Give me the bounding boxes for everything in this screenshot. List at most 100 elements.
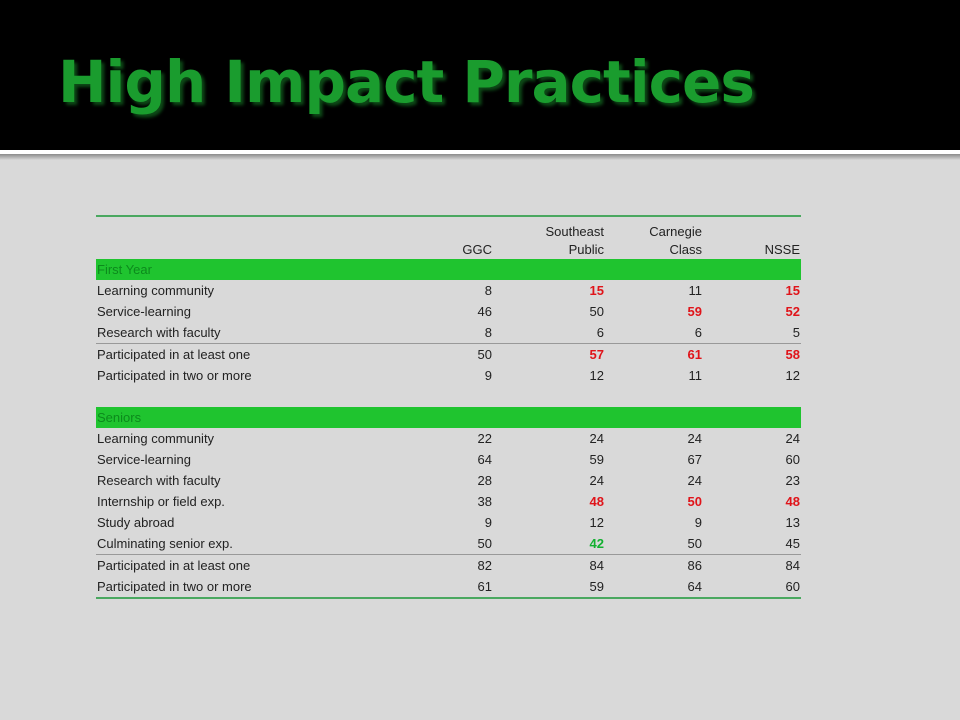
- table-row: Research with faculty 8 6 6 5: [96, 322, 801, 344]
- header-text: Carnegie: [649, 224, 702, 239]
- row-label: Research with faculty: [97, 473, 221, 488]
- row-value: 60: [703, 576, 801, 599]
- row-value: 64: [477, 452, 492, 467]
- row-value: 9: [484, 368, 492, 383]
- row-value: 24: [589, 431, 604, 446]
- row-value: 8: [484, 283, 492, 298]
- table-row: Participated in two or more 9 12 11 12: [96, 365, 801, 386]
- row-value: 50: [687, 494, 702, 509]
- row-value: 46: [477, 304, 492, 319]
- table-row: Participated in at least one 82 84 86 84: [96, 554, 801, 576]
- row-value: 59: [493, 576, 605, 599]
- row-value: 50: [589, 304, 604, 319]
- section-label: First Year: [96, 259, 395, 280]
- section-header-row: Seniors: [96, 407, 801, 428]
- header-text: Southeast: [545, 224, 604, 239]
- row-value: 22: [477, 431, 492, 446]
- header-text: NSSE: [764, 242, 800, 257]
- row-value: 60: [785, 452, 800, 467]
- row-label: Participated in two or more: [97, 368, 252, 383]
- row-value: 52: [785, 304, 800, 319]
- row-label: Participated in at least one: [96, 343, 395, 365]
- row-value: 24: [785, 431, 800, 446]
- row-label: Service-learning: [97, 304, 191, 319]
- divider-shadow: [0, 154, 960, 160]
- table-row: Service-learning 64 59 67 60: [96, 449, 801, 470]
- header-row: GGC Southeast Public Carnegie Class NSSE: [96, 216, 801, 259]
- header-text: Class: [669, 242, 702, 257]
- row-value: 13: [785, 515, 800, 530]
- row-label: Internship or field exp.: [97, 494, 225, 509]
- title-bar: High Impact Practices: [0, 0, 960, 150]
- row-value: 9: [694, 515, 702, 530]
- hip-table: GGC Southeast Public Carnegie Class NSSE F…: [96, 215, 801, 599]
- row-label: Learning community: [97, 431, 215, 446]
- row-value: 50: [477, 536, 492, 551]
- row-value: 28: [477, 473, 492, 488]
- row-label: Research with faculty: [97, 325, 221, 340]
- table-row: Study abroad 9 12 9 13: [96, 512, 801, 533]
- row-label: Participated in two or more: [96, 576, 395, 599]
- row-value: 11: [688, 283, 703, 298]
- row-label: Service-learning: [97, 452, 191, 467]
- table-row: Research with faculty 28 24 24 23: [96, 470, 801, 491]
- row-label: Participated in at least one: [96, 554, 395, 576]
- row-value: 45: [785, 536, 800, 551]
- table-row: Participated in two or more 61 59 64 60: [96, 576, 801, 599]
- header-southeast-public: Southeast Public: [493, 216, 605, 259]
- section-header-row: First Year: [96, 259, 801, 280]
- table-row: Learning community 8 15 11 15: [96, 280, 801, 301]
- header-label: [96, 216, 395, 259]
- row-value: 67: [687, 452, 702, 467]
- row-value: 59: [589, 452, 604, 467]
- row-value: 9: [484, 515, 492, 530]
- table-row: Service-learning 46 50 59 52: [96, 301, 801, 322]
- row-value: 24: [687, 473, 702, 488]
- row-value: 58: [703, 343, 801, 365]
- header-nsse: NSSE: [703, 216, 801, 259]
- row-value: 15: [589, 283, 604, 298]
- row-value: 50: [687, 536, 702, 551]
- row-value: 11: [688, 368, 703, 383]
- slide-title: High Impact Practices: [58, 48, 755, 116]
- row-value: 12: [589, 515, 604, 530]
- row-value: 84: [703, 554, 801, 576]
- row-value: 86: [605, 554, 703, 576]
- row-value: 82: [395, 554, 493, 576]
- title-divider: [0, 150, 960, 154]
- row-value: 38: [477, 494, 492, 509]
- row-value: 24: [687, 431, 702, 446]
- row-value: 61: [605, 343, 703, 365]
- row-value: 12: [785, 368, 800, 383]
- spacer-row: [96, 386, 801, 407]
- row-value: 50: [395, 343, 493, 365]
- header-ggc: GGC: [395, 216, 493, 259]
- row-value: 57: [493, 343, 605, 365]
- row-label: Culminating senior exp.: [97, 536, 233, 551]
- row-value: 84: [493, 554, 605, 576]
- row-value: 61: [395, 576, 493, 599]
- table-row: Learning community 22 24 24 24: [96, 428, 801, 449]
- row-value: 23: [785, 473, 800, 488]
- row-value: 5: [792, 325, 800, 340]
- row-value: 8: [484, 325, 492, 340]
- table-row: Culminating senior exp. 50 42 50 45: [96, 533, 801, 555]
- row-value: 12: [589, 368, 604, 383]
- row-value: 48: [785, 494, 800, 509]
- row-value: 48: [589, 494, 604, 509]
- row-label: Learning community: [97, 283, 215, 298]
- table-body: First Year Learning community 8 15 11 15 Servi…: [96, 259, 801, 599]
- header-text: GGC: [462, 242, 492, 257]
- row-value: 59: [687, 304, 702, 319]
- section-label: Seniors: [96, 407, 395, 428]
- table-row: Internship or field exp. 38 48 50 48: [96, 491, 801, 512]
- row-value: 24: [589, 473, 604, 488]
- row-value: 64: [605, 576, 703, 599]
- row-label: Study abroad: [97, 515, 175, 530]
- row-value: 42: [589, 536, 604, 551]
- table-row: Participated in at least one 50 57 61 58: [96, 343, 801, 365]
- row-value: 15: [785, 283, 800, 298]
- row-value: 6: [694, 325, 702, 340]
- header-carnegie-class: Carnegie Class: [605, 216, 703, 259]
- row-value: 6: [596, 325, 604, 340]
